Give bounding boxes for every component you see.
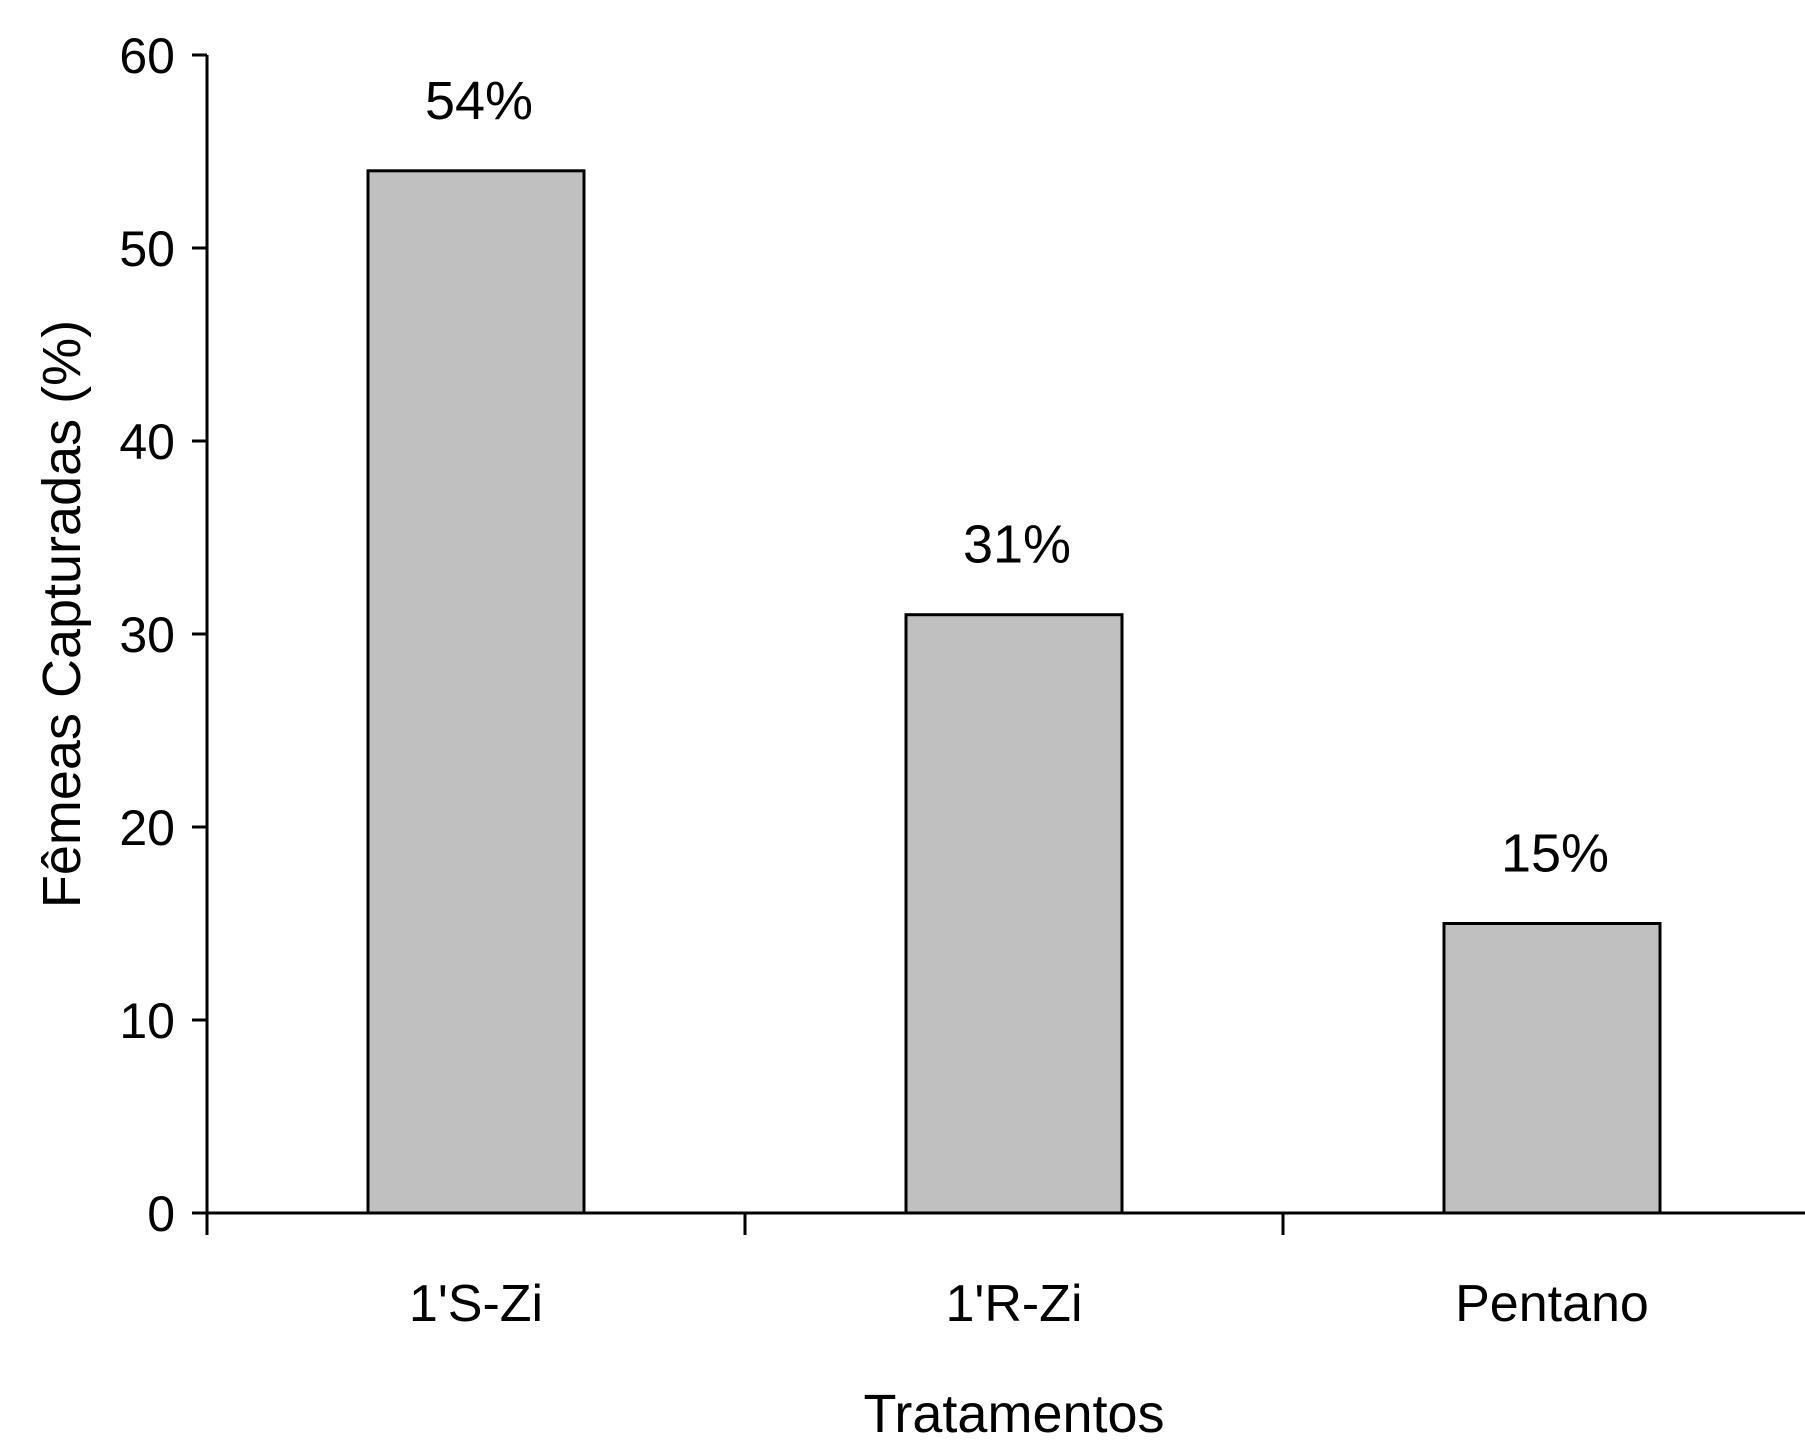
y-tick-label: 40 — [119, 414, 175, 470]
y-tick-label: 0 — [147, 1186, 175, 1242]
bars-group — [366, 169, 1662, 1215]
data-label-1: 31% — [963, 515, 1071, 575]
x-ticks-group: 1'S-Zi 1'R-Zi Pentano — [205, 1213, 1649, 1333]
y-tick-label: 50 — [119, 221, 175, 277]
y-tick-label: 30 — [119, 607, 175, 663]
bar-1 — [904, 613, 1124, 1215]
y-ticks-group: 0 10 20 30 40 50 60 — [119, 28, 207, 1242]
x-category-label-2: Pentano — [1455, 1275, 1649, 1333]
y-tick-label: 10 — [119, 993, 175, 1049]
data-labels-group: 54% 31% 15% — [425, 71, 1609, 884]
x-category-label-0: 1'S-Zi — [409, 1275, 543, 1333]
y-tick-label: 20 — [119, 800, 175, 856]
data-label-0: 54% — [425, 71, 533, 131]
x-category-label-1: 1'R-Zi — [945, 1275, 1082, 1333]
y-axis-title: Fêmeas Capturadas (%) — [32, 320, 92, 908]
data-label-2: 15% — [1501, 824, 1609, 884]
bar-0 — [366, 169, 586, 1215]
y-tick-label: 60 — [119, 28, 175, 84]
bar-2 — [1442, 922, 1662, 1215]
x-axis-title: Tratamentos — [863, 1384, 1164, 1443]
